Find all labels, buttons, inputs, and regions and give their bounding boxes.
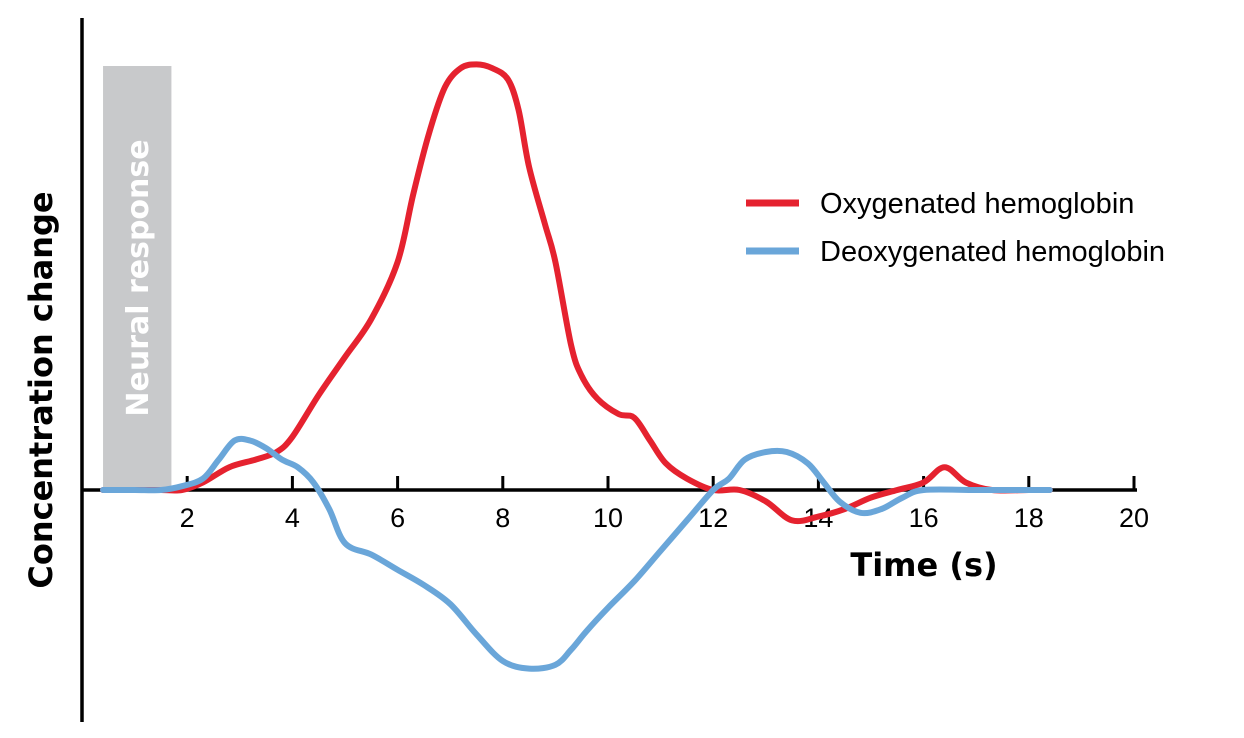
deoxygenated-hemoglobin-line	[100, 435, 1053, 672]
x-tick-label-6: 6	[390, 503, 405, 533]
x-tick-label-20: 20	[1119, 503, 1149, 533]
legend-label-deoxygenated: Deoxygenated hemoglobin	[820, 236, 1165, 268]
x-axis-ticks: 2 4 6 8 10 12 14 16 18 20	[180, 476, 1149, 533]
x-tick-label-10: 10	[593, 503, 623, 533]
x-tick-label-12: 12	[698, 503, 728, 533]
x-tick-label-8: 8	[495, 503, 510, 533]
x-tick-label-2: 2	[180, 503, 195, 533]
neural-response-band	[103, 66, 172, 490]
x-tick-label-4: 4	[285, 503, 300, 533]
y-axis-title: Concentration change	[22, 191, 60, 588]
legend: Oxygenated hemoglobin Deoxygenated hemogl…	[746, 188, 1165, 268]
legend-label-oxygenated: Oxygenated hemoglobin	[820, 188, 1134, 220]
x-axis-title: Time (s)	[850, 546, 997, 584]
oxygenated-hemoglobin-line	[100, 61, 1053, 525]
neural-response-label: Neural response	[121, 139, 156, 416]
series-layer	[100, 61, 1053, 672]
x-tick-label-16: 16	[909, 503, 939, 533]
x-tick-label-18: 18	[1014, 503, 1044, 533]
